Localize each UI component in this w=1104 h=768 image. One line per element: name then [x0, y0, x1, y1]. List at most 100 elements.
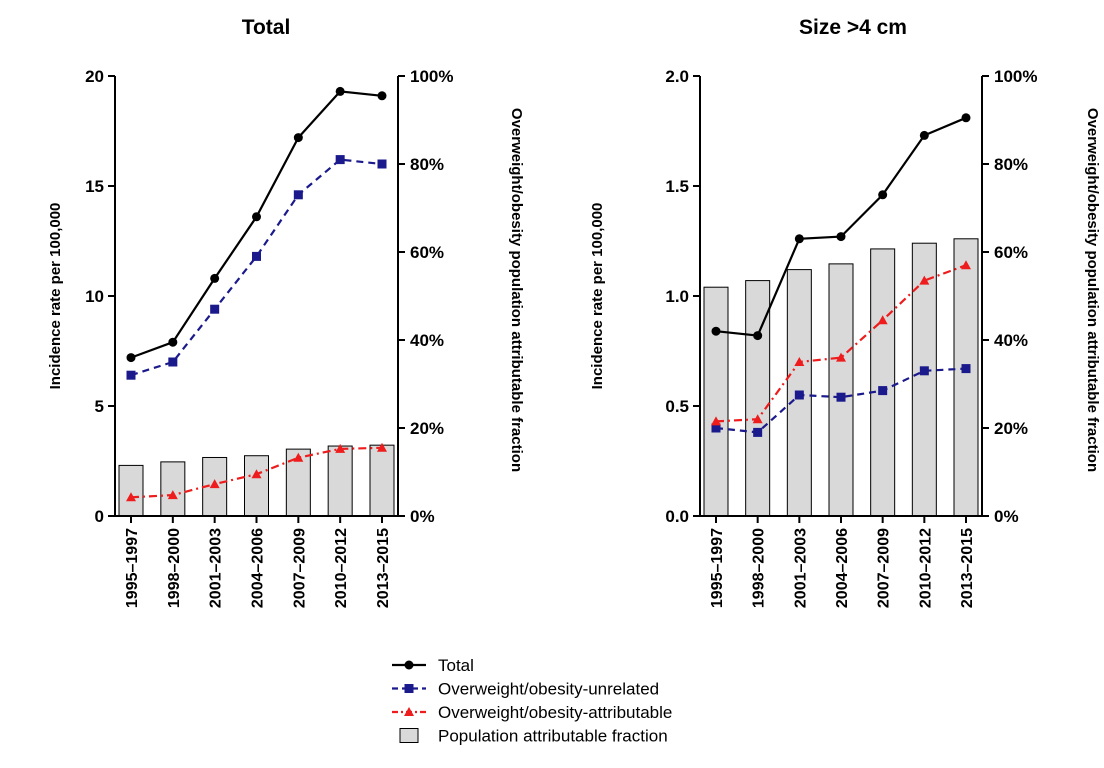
point-0-4	[878, 190, 888, 200]
y-axis-label-right: Overweight/obesity population attributab…	[508, 108, 525, 472]
point-2-0	[126, 492, 136, 502]
point-1-5	[919, 366, 929, 376]
point-0-3	[836, 232, 846, 242]
point-1-2	[794, 390, 804, 400]
point-2-3	[836, 352, 846, 362]
y-axis-label-right: Overweight/obesity population attributab…	[1084, 108, 1101, 472]
chart-title: Size >4 cm	[799, 16, 907, 39]
x-tick-label-0: 1995–1997	[709, 528, 726, 608]
point-0-0	[711, 326, 721, 336]
point-1-0	[126, 370, 136, 380]
point-1-3	[836, 392, 846, 402]
y-tick-label-left-1: 5	[95, 397, 104, 416]
y-tick-label-left-3: 1.5	[665, 177, 689, 196]
y-tick-label-right-1: 20%	[410, 419, 444, 438]
point-2-5	[919, 275, 930, 285]
x-tick-label-4: 2007–2009	[291, 528, 308, 608]
bar-3-6	[369, 444, 395, 517]
point-2-5	[335, 443, 346, 453]
legend-marker-1	[404, 684, 414, 693]
x-tick-label-3: 2004–2006	[250, 528, 267, 608]
point-0-6	[377, 91, 387, 101]
legend-marker-0	[404, 660, 414, 670]
y-tick-label-right-4: 80%	[410, 155, 444, 174]
point-2-6	[961, 260, 971, 270]
point-2-2	[794, 357, 805, 366]
y-tick-label-left-2: 10	[85, 287, 104, 306]
y-tick-label-right-0: 0%	[410, 507, 435, 526]
bar-3-1	[160, 461, 186, 517]
y-tick-label-right-3: 60%	[994, 243, 1028, 262]
x-tick-label-6: 2013–2015	[959, 528, 976, 608]
point-1-6	[961, 364, 971, 374]
legend-swatch-3	[399, 728, 419, 743]
x-tick-label-3: 2004–2006	[834, 528, 851, 608]
x-tick-label-5: 2010–2012	[917, 528, 934, 608]
x-tick-label-2: 2001–2003	[792, 528, 809, 608]
legend-label-0: Total	[438, 656, 474, 675]
point-2-6	[377, 442, 387, 452]
point-2-1	[167, 490, 178, 500]
point-2-0	[711, 416, 721, 426]
point-0-5	[919, 130, 929, 140]
bar-3-4	[870, 248, 896, 517]
bar-3-0	[703, 286, 729, 517]
bar-3-0	[118, 464, 144, 517]
y-tick-label-right-0: 0%	[994, 507, 1019, 526]
x-tick-label-0: 1995–1997	[124, 528, 141, 608]
panel-size-gt-4cm: Size >4 cm 0.0 0.5 1.0 1.5 2.0 0% 20% 40% 60% 80% 1…	[589, 16, 1101, 608]
x-tick-label-1: 1998–2000	[751, 528, 768, 608]
point-0-4	[293, 133, 303, 143]
point-0-0	[126, 353, 136, 363]
point-0-5	[335, 86, 345, 96]
point-1-0	[711, 423, 721, 433]
y-tick-label-left-4: 2.0	[665, 67, 689, 86]
bar-3-3	[244, 455, 269, 517]
y-tick-label-right-2: 40%	[410, 331, 444, 350]
y-tick-label-left-0: 0.0	[665, 507, 689, 526]
x-tick-label-5: 2010–2012	[333, 528, 350, 608]
y-tick-label-left-2: 1.0	[665, 287, 689, 306]
y-tick-label-right-2: 40%	[994, 331, 1028, 350]
legend-label-3: Population attributable fraction	[438, 727, 668, 746]
y-tick-label-left-4: 20	[85, 67, 104, 86]
y-tick-label-right-5: 100%	[410, 67, 453, 86]
point-2-4	[877, 315, 888, 325]
y-tick-label-left-3: 15	[85, 177, 104, 196]
legend-marker-2	[404, 707, 414, 716]
y-axis-label-left: Incidence rate per 100,000	[589, 203, 606, 390]
x-tick-label-6: 2013–2015	[375, 528, 392, 608]
y-tick-label-left-1: 0.5	[665, 397, 689, 416]
point-1-5	[335, 155, 345, 165]
point-2-2	[209, 479, 220, 489]
y-tick-label-left-0: 0	[95, 507, 104, 526]
y-tick-label-right-5: 100%	[994, 67, 1037, 86]
series-line-0	[130, 90, 383, 359]
point-2-4	[293, 452, 304, 462]
point-1-3	[252, 251, 261, 261]
point-0-6	[961, 113, 971, 123]
point-0-3	[252, 212, 261, 222]
bar-3-1	[745, 280, 771, 517]
point-0-2	[210, 273, 220, 283]
legend-label-1: Overweight/obesity-unrelated	[438, 680, 659, 699]
point-0-1	[168, 337, 178, 347]
point-1-4	[878, 386, 888, 396]
bar-3-6	[953, 238, 979, 517]
point-1-1	[753, 427, 763, 437]
y-tick-label-right-1: 20%	[994, 419, 1028, 438]
point-0-1	[753, 331, 763, 341]
panel-total: Total 0 5 10 15 20 0% 20% 40% 60% 80% 100% 1995–1997…	[47, 16, 525, 608]
chart-title: Total	[242, 16, 291, 39]
x-tick-label-4: 2007–2009	[876, 528, 893, 608]
legend: Total Overweight/obesity-unrelated Overwei…	[392, 656, 672, 746]
x-tick-label-2: 2001–2003	[208, 528, 225, 608]
point-1-4	[293, 190, 303, 200]
point-1-1	[168, 357, 178, 367]
point-2-3	[251, 469, 262, 479]
y-tick-label-right-4: 80%	[994, 155, 1028, 174]
point-2-1	[752, 414, 763, 424]
legend-label-2: Overweight/obesity-attributable	[438, 703, 672, 722]
bar-3-5	[327, 445, 353, 517]
